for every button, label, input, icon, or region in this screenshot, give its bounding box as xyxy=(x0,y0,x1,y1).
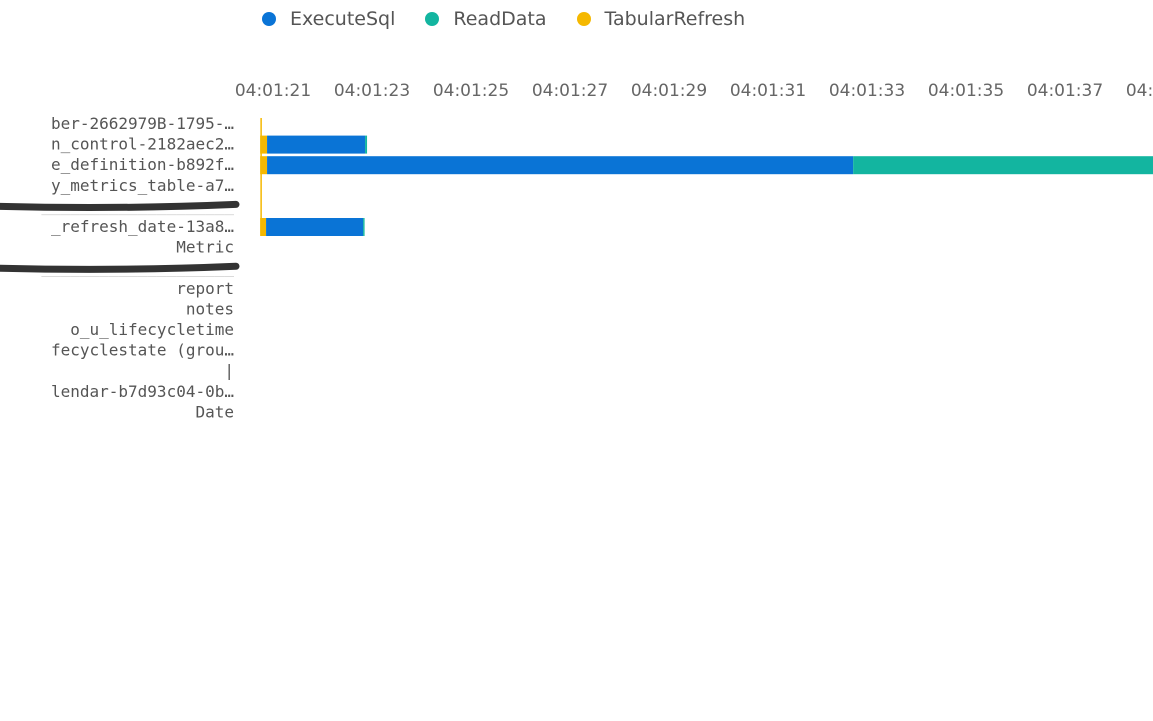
bar-segment-tabularrefresh xyxy=(260,135,268,154)
legend-label: ExecuteSql xyxy=(290,8,396,30)
x-tick-label: 04:01:21 xyxy=(235,81,311,101)
x-tick-label: 04:01:31 xyxy=(730,81,806,101)
bar-segment-executesql xyxy=(267,135,366,154)
bar-segment-executesql xyxy=(267,156,854,175)
legend: ExecuteSql ReadData TabularRefresh xyxy=(262,8,745,30)
row-label: report xyxy=(176,279,234,298)
legend-item-tabularrefresh[interactable]: TabularRefresh xyxy=(576,8,746,30)
legend-item-executesql[interactable]: ExecuteSql xyxy=(262,8,395,30)
legend-dot-icon xyxy=(262,12,276,26)
legend-label: TabularRefresh xyxy=(604,8,746,30)
row-label: n_control-2182aec2… xyxy=(51,135,234,154)
bar-segment-executesql xyxy=(266,218,364,236)
row-label: notes xyxy=(186,299,234,318)
x-tick-label: 04:01:33 xyxy=(829,81,905,101)
row-label: _refresh_date-13a8… xyxy=(51,217,234,236)
bar-segment-tabularrefresh xyxy=(260,218,267,236)
x-tick-label: 04:01:35 xyxy=(928,81,1004,101)
row-label: lendar-b7d93c04-0b… xyxy=(51,382,234,401)
redaction-mark xyxy=(0,262,240,273)
row-label: ber-2662979B-1795-… xyxy=(51,114,234,133)
row-label: y_metrics_table-a7… xyxy=(51,176,234,195)
legend-label: ReadData xyxy=(453,8,547,30)
x-tick-label: 04:01:37 xyxy=(1027,81,1103,101)
row-label: Date xyxy=(195,402,234,421)
x-tick-label: 04:01:23 xyxy=(334,81,410,101)
x-tick-label: 04:01:25 xyxy=(433,81,509,101)
row-label: | xyxy=(224,361,234,380)
bar-segment-readdata xyxy=(853,156,1153,175)
legend-item-readdata[interactable]: ReadData xyxy=(425,8,547,30)
row-label: fecyclestate (grou… xyxy=(51,341,234,360)
legend-dot-icon xyxy=(425,12,440,26)
row-label: e_definition-b892f… xyxy=(51,155,234,174)
bar-segment-readdata xyxy=(365,135,368,154)
legend-dot-icon xyxy=(576,12,591,26)
x-tick-label: 04:01:39 xyxy=(1126,81,1153,101)
x-tick-label: 04:01:27 xyxy=(532,81,608,101)
bar-segment-tabularrefresh xyxy=(260,156,268,175)
x-tick-label: 04:01:29 xyxy=(631,81,707,101)
row-label: o_u_lifecycletime xyxy=(70,320,234,339)
redaction-mark xyxy=(0,200,240,212)
row-label: Metric xyxy=(176,238,234,257)
bar-segment-readdata xyxy=(363,218,365,236)
